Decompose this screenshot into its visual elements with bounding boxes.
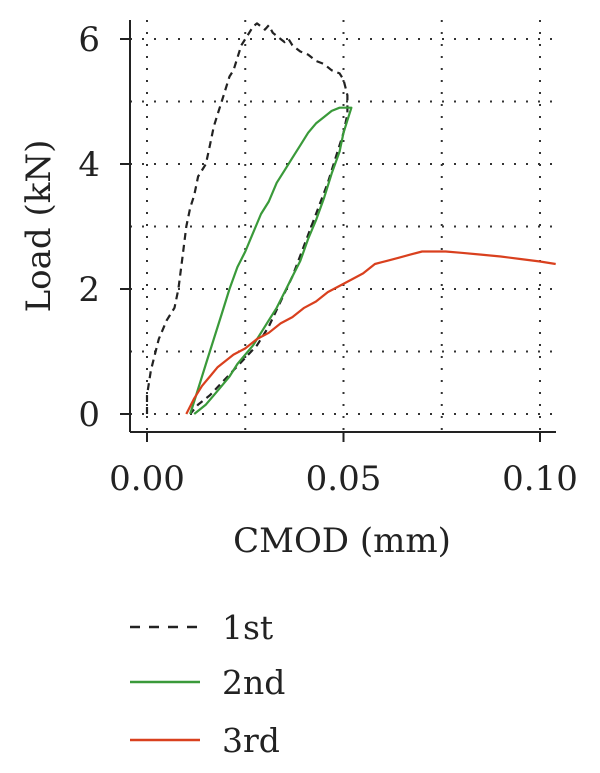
series-lines bbox=[145, 22, 556, 415]
legend-label-3rd: 3rd bbox=[222, 721, 280, 760]
y-tick-label: 4 bbox=[78, 145, 100, 185]
legend: 1st 2nd 3rd bbox=[130, 608, 285, 760]
y-tick-label: 6 bbox=[78, 20, 100, 60]
legend-label-1st: 1st bbox=[222, 608, 273, 647]
x-tick-label: 0.10 bbox=[502, 459, 578, 499]
tick-marks: 0.00 0.05 0.10 0 2 4 6 bbox=[78, 20, 577, 499]
grid-lines bbox=[130, 20, 556, 432]
y-tick-label: 2 bbox=[78, 270, 100, 310]
x-tick-label: 0.00 bbox=[109, 459, 185, 499]
series-line-3rd bbox=[185, 250, 556, 415]
series-line-2nd bbox=[189, 106, 353, 415]
y-axis-title: Load (kN) bbox=[19, 140, 59, 313]
legend-label-2nd: 2nd bbox=[222, 663, 285, 702]
x-axis-title: CMOD (mm) bbox=[233, 521, 451, 561]
series-line-1st bbox=[145, 22, 349, 415]
y-tick-label: 0 bbox=[78, 395, 100, 435]
x-tick-label: 0.05 bbox=[306, 459, 382, 499]
